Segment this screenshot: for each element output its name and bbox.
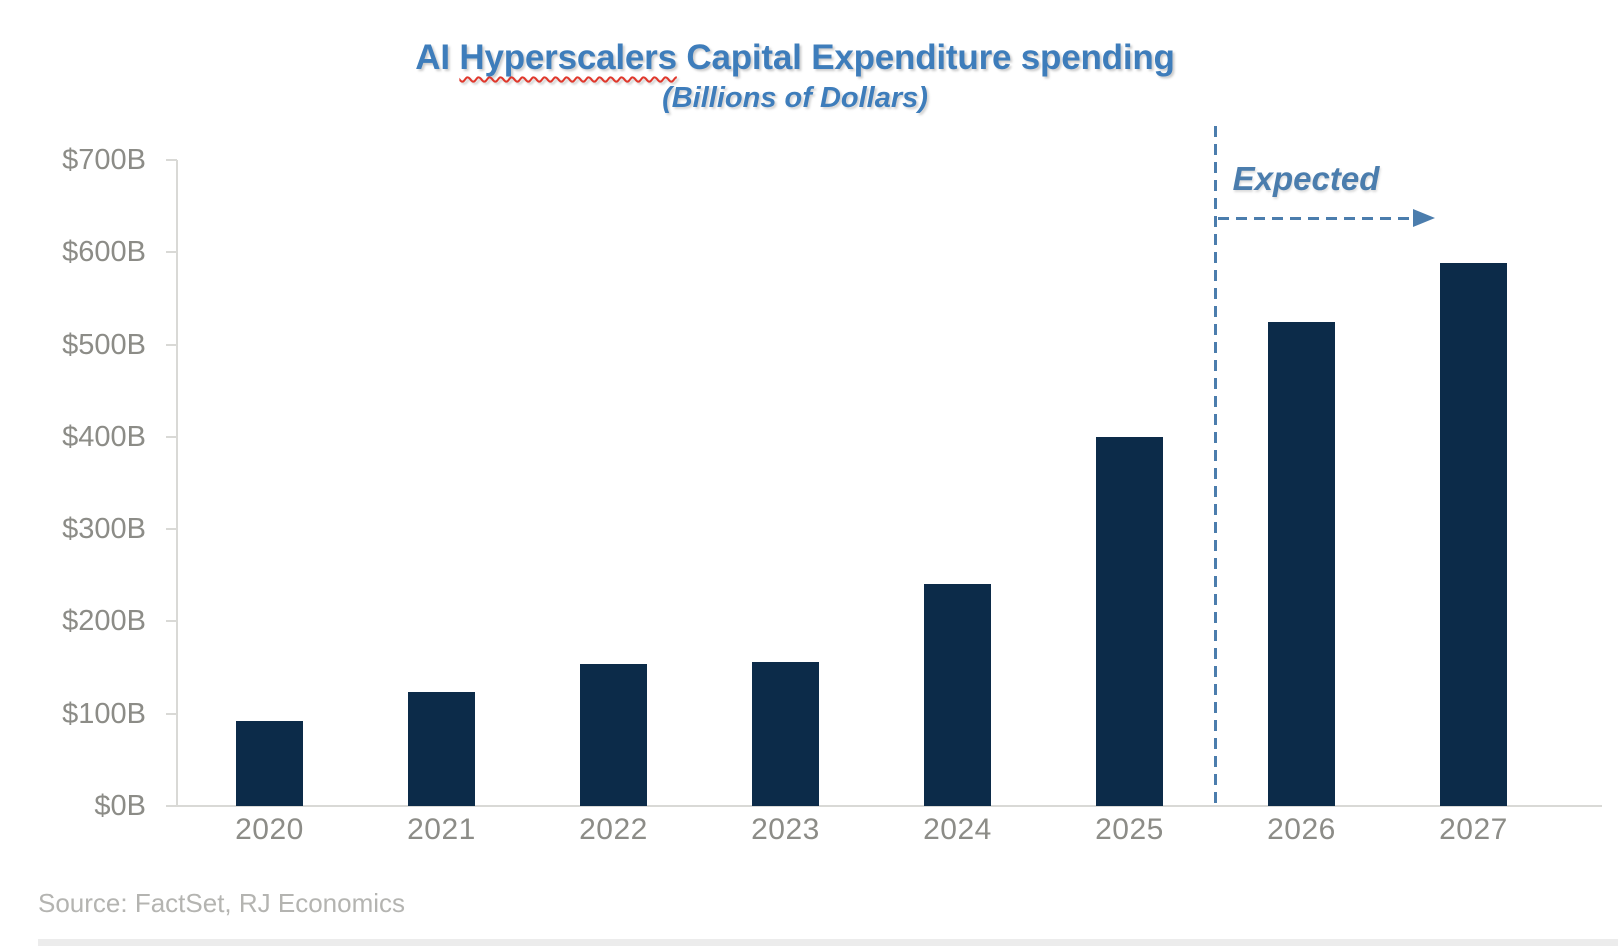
y-axis-tick (166, 251, 177, 254)
title-misspelled-word-squiggle: Hyperscalers (459, 38, 677, 77)
x-axis-label-2025: 2025 (1095, 813, 1164, 846)
bar-2020 (236, 721, 303, 806)
y-axis-tick (166, 435, 177, 438)
x-axis-label-2021: 2021 (407, 813, 476, 846)
expected-arrow-dashed-line (1218, 217, 1414, 220)
y-axis-label: $200B (62, 605, 146, 638)
y-axis-tick (166, 805, 177, 807)
source-note: Source: FactSet, RJ Economics (38, 888, 406, 918)
y-axis-tick (166, 528, 177, 531)
y-axis-tick (166, 158, 177, 161)
chart-title: AI Hyperscalers Capital Expenditure spen… (0, 38, 1590, 78)
y-axis-label: $600B (62, 236, 146, 269)
x-axis-label-2026: 2026 (1267, 813, 1336, 846)
bar-2027 (1440, 263, 1507, 806)
x-axis-label-2024: 2024 (923, 813, 992, 846)
bar-2024 (924, 583, 991, 806)
bar-2021 (408, 691, 475, 806)
bar-2025 (1096, 436, 1163, 806)
y-axis-tick (166, 620, 177, 623)
y-axis-line (176, 160, 178, 807)
y-axis-label: $300B (62, 513, 146, 546)
x-axis-line (177, 805, 1602, 807)
y-axis-label: $500B (62, 328, 146, 361)
y-axis-label: $0B (94, 790, 146, 822)
x-axis-label-2020: 2020 (235, 813, 304, 846)
y-axis-tick (166, 343, 177, 346)
expected-label: Expected (1232, 160, 1380, 197)
chart-subtitle: (Billions of Dollars) (662, 82, 928, 114)
y-axis-label: $400B (62, 420, 146, 453)
bar-2023 (752, 662, 819, 806)
expected-arrow-head-icon (1413, 209, 1435, 227)
x-axis-label-2023: 2023 (751, 813, 820, 846)
y-axis-tick (166, 712, 177, 715)
y-axis-label: $100B (62, 697, 146, 730)
title-prefix: AI (415, 38, 460, 77)
title-suffix: Capital Expenditure spending (676, 38, 1175, 77)
window-bottom-edge (38, 939, 1618, 946)
x-axis-label-2022: 2022 (579, 813, 648, 846)
y-axis-label: $700B (62, 143, 146, 176)
bar-2022 (580, 663, 647, 806)
bar-2026 (1268, 322, 1335, 806)
expected-divider-dashed-line (1214, 126, 1217, 806)
x-axis-label-2027: 2027 (1439, 813, 1508, 846)
